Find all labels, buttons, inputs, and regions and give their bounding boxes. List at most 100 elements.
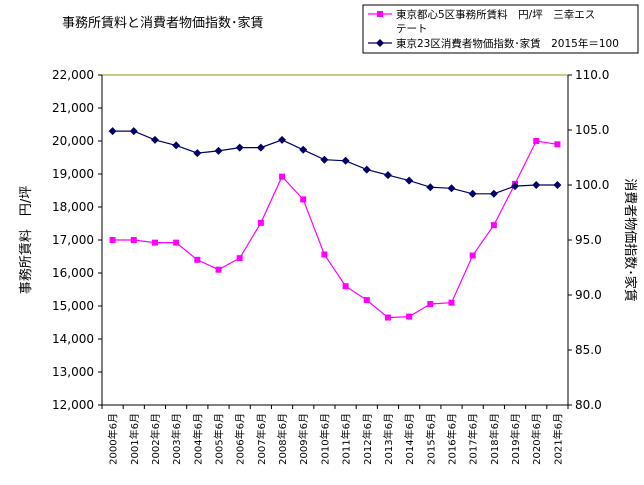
x-tick-label: 2012年6月 [361,413,374,465]
data-point-rent [554,141,561,148]
x-tick-label: 2008年6月 [276,413,289,465]
data-point-rent [448,299,455,306]
left-tick-label: 22,000 [52,68,94,82]
x-tick-label: 2004年6月 [191,413,204,465]
data-point-rent [257,219,264,226]
left-tick-label: 12,000 [52,398,94,412]
data-point-cpi [468,189,477,198]
x-tick-label: 2018年6月 [488,413,501,465]
data-point-cpi [278,135,287,144]
x-tick-label: 2010年6月 [318,413,331,465]
data-point-cpi [383,171,392,180]
data-point-rent [427,301,434,308]
data-point-rent [469,252,476,259]
legend-label-rent-line1: 東京都心5区事務所賃料 円/坪 三幸エス [396,8,595,21]
series-line-rent [112,140,558,319]
data-point-cpi [426,183,435,192]
x-tick-label: 2015年6月 [424,413,437,465]
x-tick-label: 2011年6月 [340,413,353,465]
data-point-rent [490,222,497,229]
data-point-rent [194,256,201,263]
x-tick-label: 2007年6月 [255,413,268,465]
x-tick-label: 2006年6月 [234,413,247,465]
data-point-rent [384,314,391,321]
left-tick-label: 21,000 [52,101,94,115]
right-tick-label: 85.0 [575,343,602,357]
data-point-cpi [150,135,159,144]
data-point-rent [342,283,349,290]
left-tick-label: 15,000 [52,299,94,313]
right-tick-label: 80.0 [575,398,602,412]
x-tick-label: 2019年6月 [509,413,522,465]
data-point-cpi [405,176,414,185]
data-point-rent [215,266,222,273]
data-point-rent [533,138,540,144]
data-point-rent [321,251,328,258]
data-point-cpi [193,149,202,158]
x-tick-label: 2021年6月 [551,413,564,465]
x-tick-label: 2014年6月 [403,413,416,465]
right-tick-label: 110.0 [575,68,609,82]
left-tick-label: 18,000 [52,200,94,214]
x-tick-label: 2000年6月 [107,413,120,465]
x-tick-label: 2020年6月 [530,413,543,465]
x-tick-label: 2013年6月 [382,413,395,465]
data-point-cpi [299,145,308,154]
left-tick-label: 16,000 [52,266,94,280]
right-axis-label: 消費者物価指数･家賃 [622,178,638,302]
legend-marker-cpi [376,39,384,47]
right-tick-label: 95.0 [575,233,602,247]
series-layer [108,127,562,321]
x-tick-label: 2001年6月 [128,413,141,465]
data-point-rent [279,173,286,180]
right-tick-label: 100.0 [575,178,609,192]
legend-box [362,4,639,54]
data-point-cpi [532,181,541,189]
legend-label-rent-line2: テート [396,23,428,35]
data-point-cpi [214,146,223,155]
data-point-cpi [341,156,350,165]
left-axis-label: 事務所賃料 円/坪 [19,186,34,294]
data-point-cpi [256,143,265,152]
data-point-cpi [511,182,520,191]
data-point-rent [300,196,307,203]
right-y-axis: 80.0 85.0 90.0 95.0 100.0 105.0 110.0 [568,68,609,412]
x-tick-label: 2017年6月 [467,413,480,465]
x-tick-label: 2002年6月 [149,413,162,465]
x-tick-label: 2009年6月 [297,413,310,465]
left-tick-label: 13,000 [52,365,94,379]
x-axis: 2000年6月 2001年6月 2002年6月 2003年6月 2004年6月 2005年… [101,405,569,465]
data-point-cpi [172,141,181,150]
chart-title: 事務所賃料と消費者物価指数･家賃 [62,15,264,31]
data-point-rent [173,239,180,246]
data-point-cpi [489,189,498,198]
data-point-rent [406,313,413,320]
data-point-cpi [129,127,138,136]
data-point-rent [151,239,158,246]
plot-area [101,74,569,406]
left-tick-label: 19,000 [52,167,94,181]
data-point-cpi [235,143,244,152]
x-tick-label: 2016年6月 [446,413,459,465]
x-tick-label: 2003年6月 [170,413,183,465]
data-point-rent [236,255,243,262]
legend: 東京都心5区事務所賃料 円/坪 三幸エス テート 東京23区消費者物価指数･家賃… [362,4,639,54]
right-tick-label: 105.0 [575,123,609,137]
data-point-cpi [108,127,117,136]
left-tick-label: 17,000 [52,233,94,247]
series-line-cpi [112,130,558,195]
left-tick-label: 14,000 [52,332,94,346]
right-tick-label: 90.0 [575,288,602,302]
data-point-cpi [553,181,562,189]
legend-marker-rent [377,11,383,17]
left-tick-label: 20,000 [52,134,94,148]
legend-label-cpi: 東京23区消費者物価指数･家賃 2015年＝100 [396,37,619,50]
series-cpi [108,127,562,198]
data-point-cpi [362,165,371,174]
data-point-rent [363,297,370,304]
x-tick-label: 2005年6月 [213,413,226,465]
series-rent [109,138,561,321]
data-point-rent [130,237,137,243]
data-point-cpi [320,155,329,164]
